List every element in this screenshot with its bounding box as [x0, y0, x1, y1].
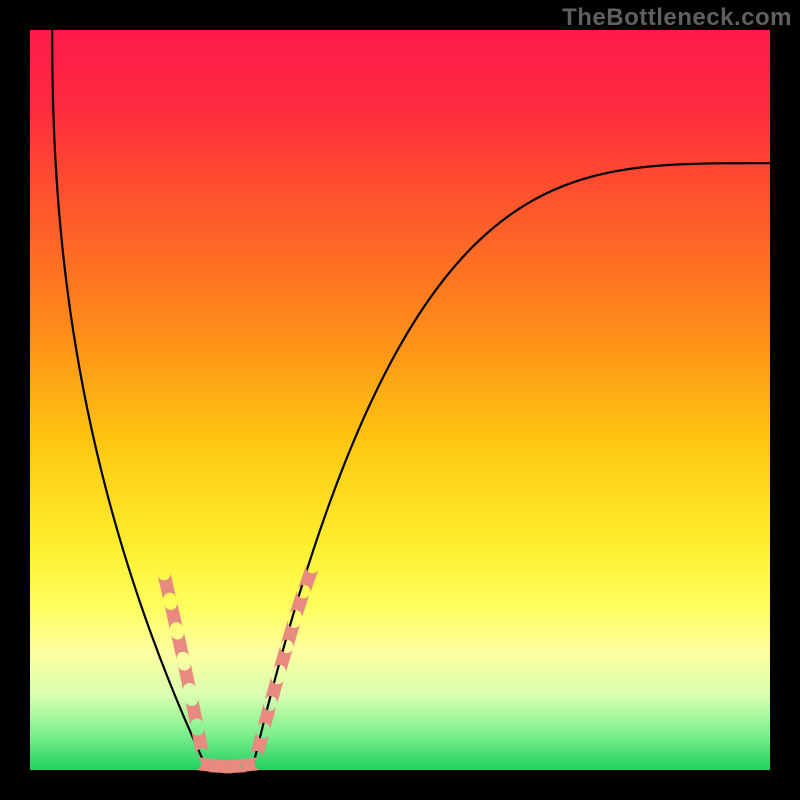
bottleneck-chart	[0, 0, 800, 800]
watermark-label: TheBottleneck.com	[562, 4, 792, 32]
plot-area	[30, 30, 770, 770]
chart-container: TheBottleneck.com	[0, 0, 800, 800]
